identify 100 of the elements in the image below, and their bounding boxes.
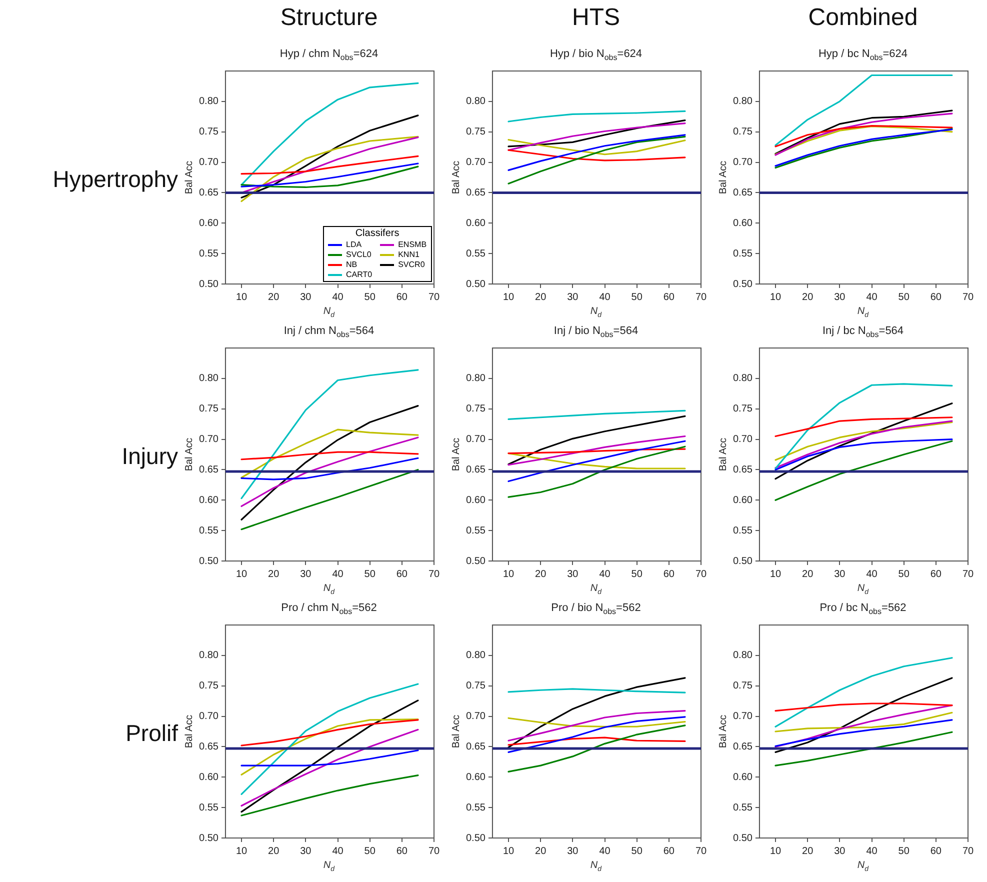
y-axis-title: Bal Acc (184, 714, 195, 748)
x-tick-label: 60 (396, 846, 408, 857)
x-tick-label: 70 (695, 292, 707, 303)
y-tick-label: 0.55 (198, 802, 219, 814)
x-tick-label: 20 (802, 292, 814, 303)
chart-title: Hyp / chm N$_{obs}$=624 (278, 47, 380, 62)
y-tick-label: 0.55 (732, 525, 753, 536)
x-tick-label: 60 (663, 846, 675, 857)
chart-title: Hyp / bio N$_{obs}$=624 (548, 47, 644, 62)
y-tick-label: 0.70 (466, 434, 486, 446)
x-tick-label: 50 (364, 292, 376, 303)
y-tick-label: 0.75 (732, 126, 753, 138)
y-tick-label: 0.70 (466, 157, 486, 168)
x-axis-title: N$_{d}$ (589, 306, 603, 319)
x-tick-label: 60 (663, 292, 675, 303)
x-tick-label: 10 (236, 292, 248, 303)
x-axis-title: N$_{d}$ (322, 306, 336, 319)
y-tick-label: 0.60 (732, 772, 753, 783)
y-tick-label: 0.60 (198, 218, 219, 229)
y-tick-label: 0.55 (198, 525, 219, 536)
y-axis-title: Bal Acc (718, 160, 729, 194)
y-tick-label: 0.75 (466, 404, 486, 415)
chart-title: Pro / bio N$_{obs}$=562 (550, 601, 642, 616)
y-tick-label: 0.75 (466, 126, 486, 138)
x-tick-label: 20 (535, 292, 547, 303)
y-axis-title: Bal Acc (718, 714, 729, 748)
y-tick-label: 0.60 (198, 494, 219, 506)
y-tick-label: 0.75 (198, 680, 219, 692)
x-tick-label: 10 (770, 292, 782, 303)
x-tick-label: 20 (802, 846, 814, 857)
x-tick-label: 10 (770, 568, 782, 580)
y-tick-label: 0.55 (198, 248, 219, 260)
y-tick-label: 0.80 (198, 650, 219, 662)
x-tick-label: 30 (300, 568, 312, 580)
y-tick-label: 0.75 (466, 680, 486, 692)
y-axis-title: Bal Acc (450, 160, 462, 194)
y-tick-label: 0.50 (198, 832, 219, 844)
text: Prolif (124, 720, 178, 747)
y-tick-label: 0.75 (198, 126, 219, 138)
y-tick-label: 0.55 (466, 248, 486, 260)
text: Injury (120, 443, 178, 470)
y-tick-label: 0.50 (732, 278, 753, 290)
y-tick-label: 0.80 (466, 650, 486, 662)
x-tick-label: 40 (332, 292, 344, 303)
y-tick-label: 0.50 (198, 556, 219, 567)
y-tick-label: 0.70 (732, 157, 753, 168)
y-tick-label: 0.65 (732, 187, 753, 198)
y-tick-label: 0.75 (732, 680, 753, 692)
y-tick-label: 0.60 (466, 772, 486, 783)
legend-label: LDA (346, 240, 362, 249)
y-tick-label: 0.80 (732, 373, 753, 384)
x-tick-label: 30 (300, 292, 312, 303)
x-axis-title: N$_{d}$ (856, 306, 870, 319)
x-tick-label: 30 (567, 568, 579, 580)
y-tick-label: 0.60 (732, 494, 753, 506)
x-tick-label: 40 (599, 292, 611, 303)
x-tick-label: 30 (567, 292, 579, 303)
x-tick-label: 60 (396, 568, 408, 580)
chart-title: Inj / chm N$_{obs}$=564 (282, 324, 376, 340)
text: Hypertrophy (52, 166, 178, 193)
x-tick-label: 20 (535, 846, 547, 857)
x-tick-label: 20 (268, 568, 280, 580)
x-tick-label: 10 (502, 846, 515, 857)
chart-title: Pro / chm N$_{obs}$=562 (280, 601, 378, 616)
x-tick-label: 50 (631, 568, 643, 580)
y-tick-label: 0.70 (198, 711, 219, 722)
y-tick-label: 0.65 (732, 741, 753, 752)
x-tick-label: 30 (567, 846, 579, 857)
y-tick-label: 0.75 (732, 404, 753, 415)
y-axis-title: Bal Acc (450, 714, 462, 748)
x-tick-label: 60 (396, 292, 408, 303)
x-tick-label: 40 (599, 568, 611, 580)
x-tick-label: 50 (364, 568, 376, 580)
x-tick-label: 50 (631, 292, 643, 303)
x-tick-label: 40 (332, 568, 344, 580)
x-axis-title: N$_{d}$ (589, 583, 603, 596)
y-tick-label: 0.50 (732, 556, 753, 567)
x-tick-label: 20 (802, 568, 814, 580)
y-tick-label: 0.55 (732, 802, 753, 814)
y-tick-label: 0.60 (466, 494, 486, 506)
y-tick-label: 0.70 (198, 434, 219, 446)
x-tick-label: 30 (300, 846, 312, 857)
x-axis-title: N$_{d}$ (589, 860, 603, 873)
y-axis-title: Bal Acc (718, 438, 729, 472)
x-tick-label: 30 (834, 846, 846, 857)
y-tick-label: 0.80 (198, 373, 219, 384)
y-tick-label: 0.65 (466, 741, 486, 752)
x-axis-title: N$_{d}$ (856, 860, 870, 873)
x-tick-label: 40 (866, 846, 878, 857)
legend-label: KNN1 (398, 250, 420, 259)
y-tick-label: 0.65 (198, 187, 219, 198)
y-tick-label: 0.65 (466, 187, 486, 198)
x-tick-label: 70 (962, 846, 974, 857)
y-tick-label: 0.80 (732, 650, 753, 662)
y-tick-label: 0.55 (732, 248, 753, 260)
chart-title: Pro / bc N$_{obs}$=562 (818, 601, 908, 616)
x-tick-label: 60 (663, 568, 675, 580)
x-tick-label: 50 (898, 846, 910, 857)
x-tick-label: 70 (695, 846, 707, 857)
x-tick-label: 70 (962, 568, 974, 580)
